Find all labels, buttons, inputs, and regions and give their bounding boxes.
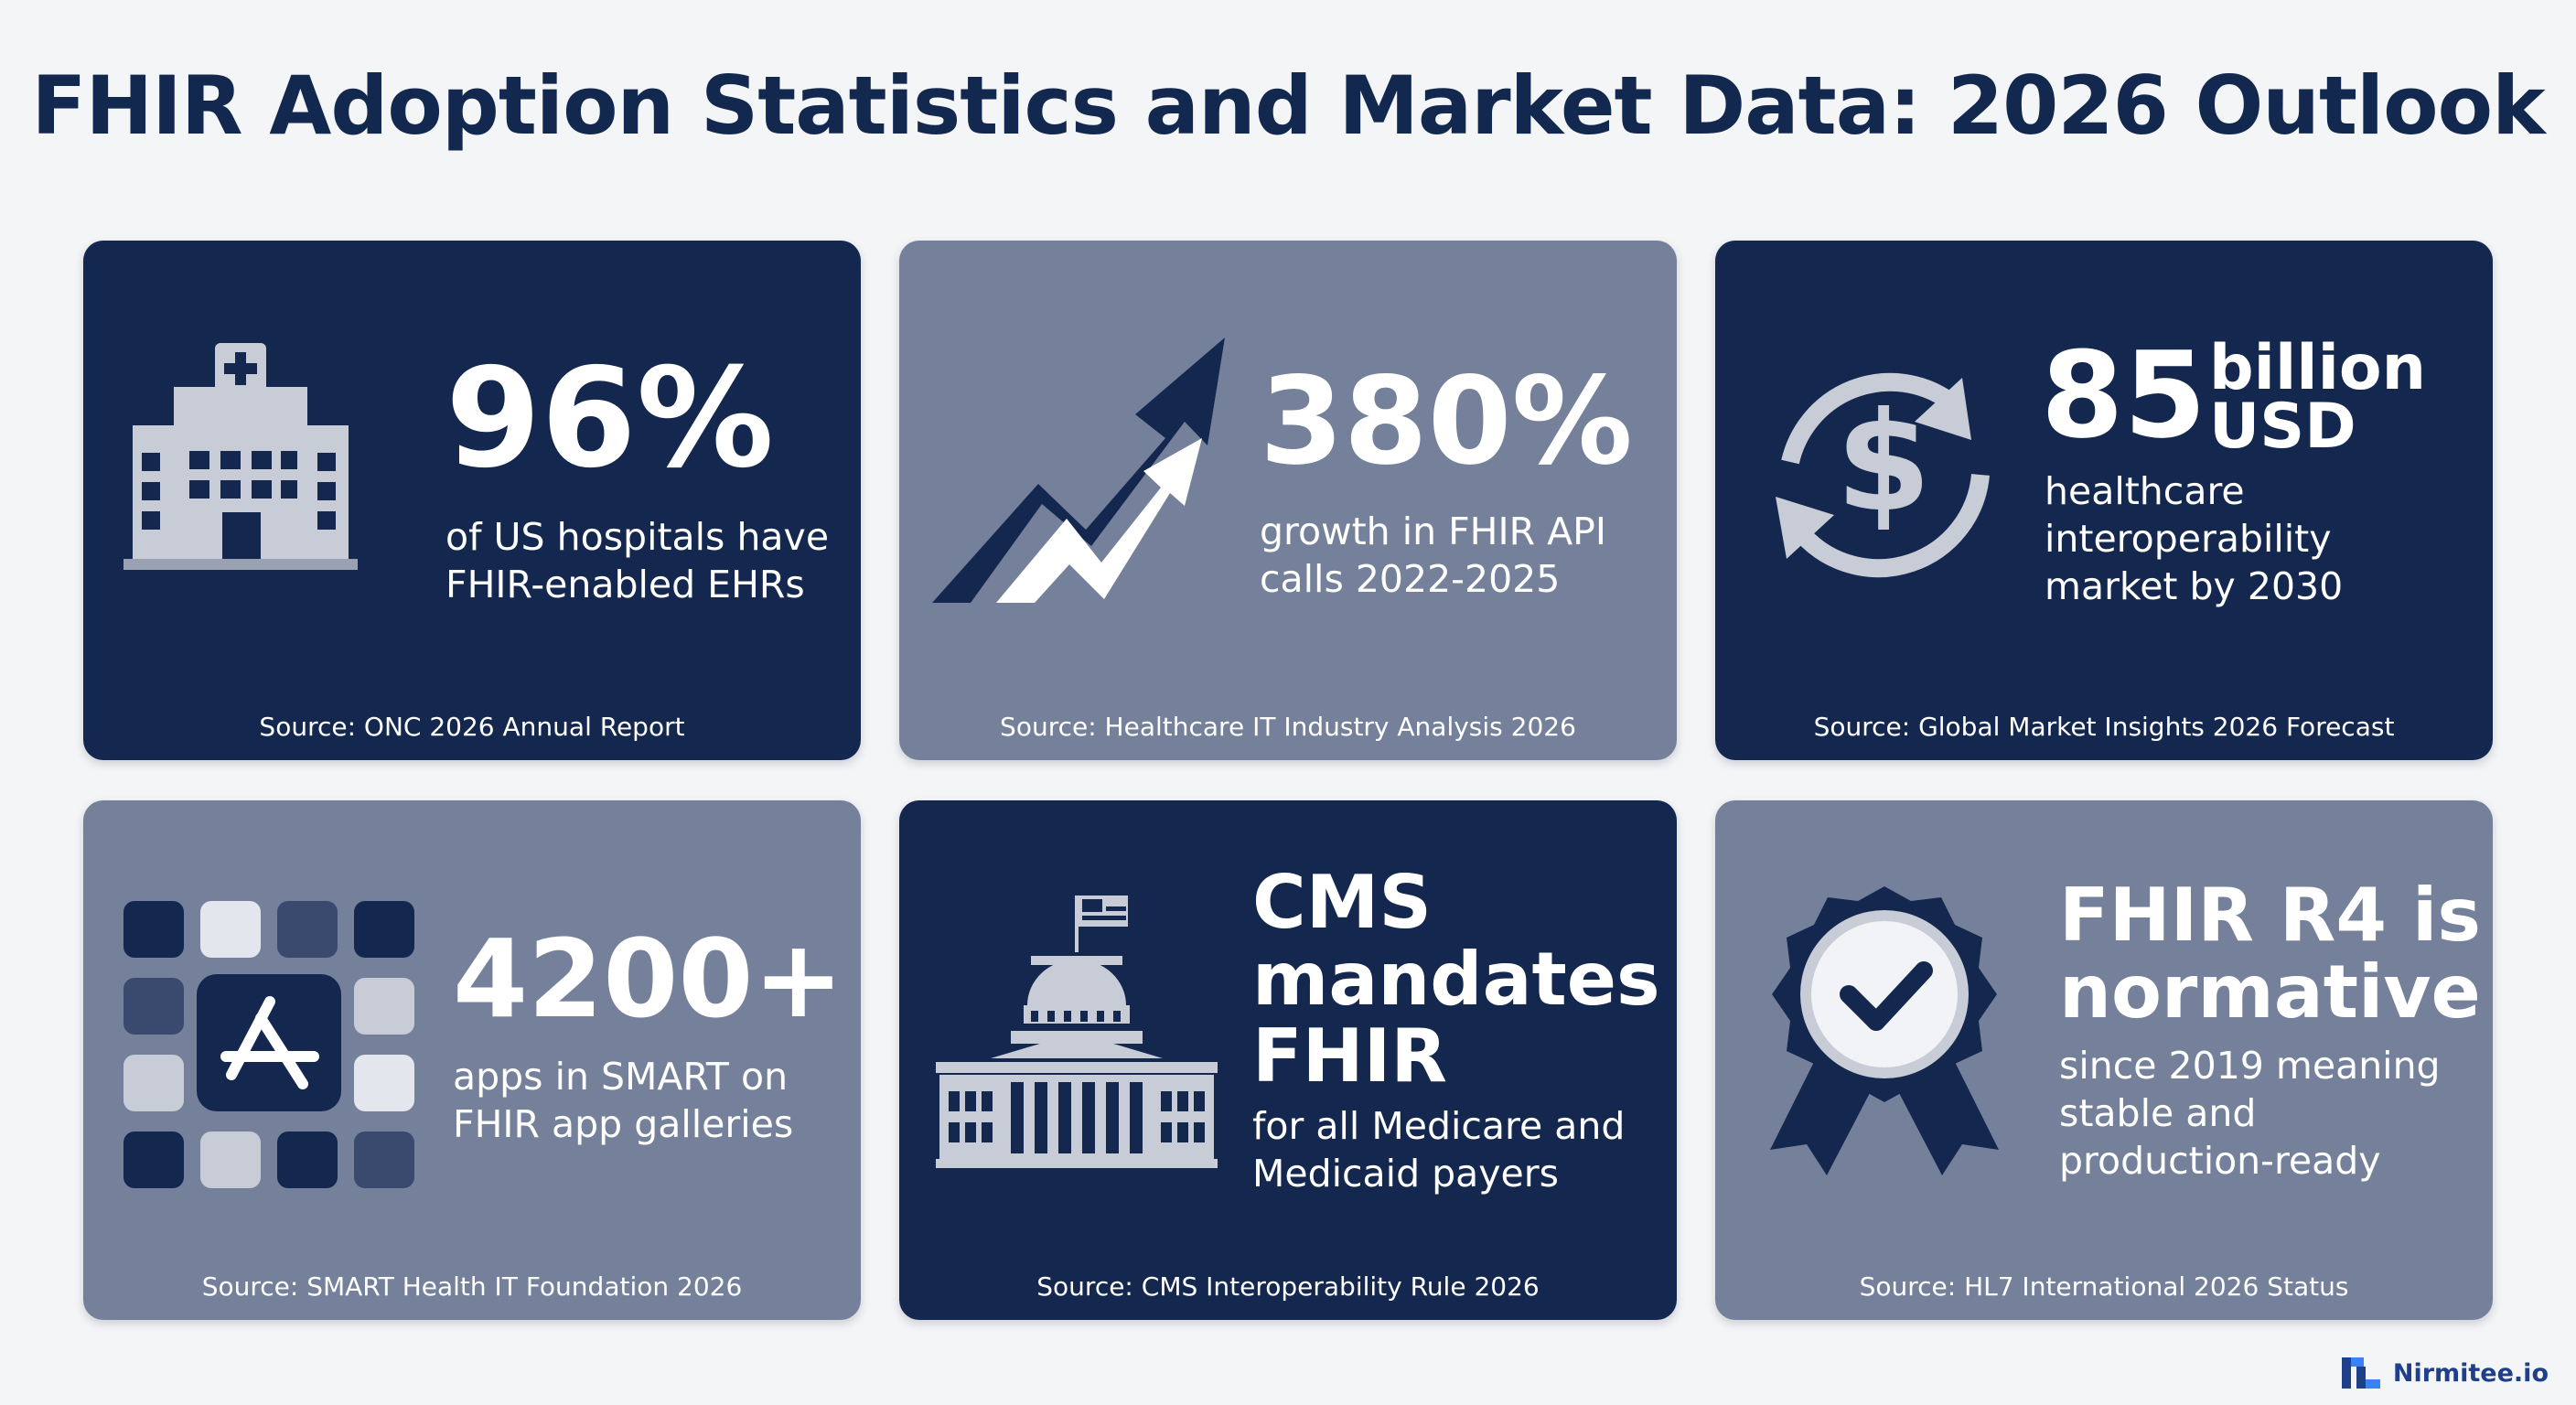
stat-value: 96% (445, 339, 775, 499)
stat-headline: FHIR R4 is normative (2059, 873, 2481, 1035)
trend-arrow-icon (932, 338, 1225, 603)
source-note: Source: Healthcare IT Industry Analysis … (1000, 712, 1576, 742)
stat-description: since 2019 meaning stable and production… (2059, 1044, 2441, 1183)
stat-value: 4200+ (453, 916, 844, 1042)
stat-value: 85 (2041, 326, 2206, 465)
stat-description: apps in SMART on FHIR app galleries (453, 1055, 794, 1146)
nirmitee-logo-icon (2341, 1357, 2380, 1389)
capitol-building-icon (936, 896, 1218, 1168)
brand-logo[interactable]: Nirmitee.io (2341, 1357, 2549, 1389)
stat-card-cms-mandate: CMS mandates FHIR for all Medicare and M… (899, 800, 1677, 1320)
source-note: Source: ONC 2026 Annual Report (259, 712, 685, 742)
source-note: Source: HL7 International 2026 Status (1859, 1271, 2349, 1302)
stat-description: healthcare interoperability market by 20… (2045, 469, 2344, 608)
dollar-cycle-icon: $ (1776, 372, 1990, 578)
stat-unit: billion USD (2209, 332, 2427, 463)
stat-card-hospitals: 96% of US hospitals have FHIR-enabled EH… (83, 241, 861, 760)
source-note: Source: Global Market Insights 2026 Fore… (1813, 712, 2395, 742)
stat-headline: CMS mandates FHIR (1252, 860, 1660, 1099)
page-title: FHIR Adoption Statistics and Market Data… (31, 59, 2545, 153)
stat-card-market-size: $ 85 billion USD healthcare interoperabi… (1715, 241, 2493, 760)
brand-name: Nirmitee.io (2392, 1358, 2549, 1388)
hospital-icon (123, 343, 358, 570)
stat-description: of US hospitals have FHIR-enabled EHRs (445, 515, 830, 606)
award-badge-icon (1770, 886, 1999, 1175)
svg-text:$: $ (1836, 383, 1931, 542)
stat-card-apps: 4200+ apps in SMART on FHIR app gallerie… (83, 800, 861, 1320)
stat-card-api-growth: 380% growth in FHIR API calls 2022-2025 … (899, 241, 1677, 760)
source-note: Source: SMART Health IT Foundation 2026 (201, 1271, 743, 1302)
stat-description: growth in FHIR API calls 2022-2025 (1260, 509, 1606, 601)
stat-value: 380% (1260, 351, 1633, 492)
stat-description: for all Medicare and Medicaid payers (1252, 1104, 1626, 1196)
app-grid-icon (123, 901, 414, 1188)
source-note: Source: CMS Interoperability Rule 2026 (1036, 1271, 1540, 1302)
stat-card-normative: FHIR R4 is normative since 2019 meaning … (1715, 800, 2493, 1320)
